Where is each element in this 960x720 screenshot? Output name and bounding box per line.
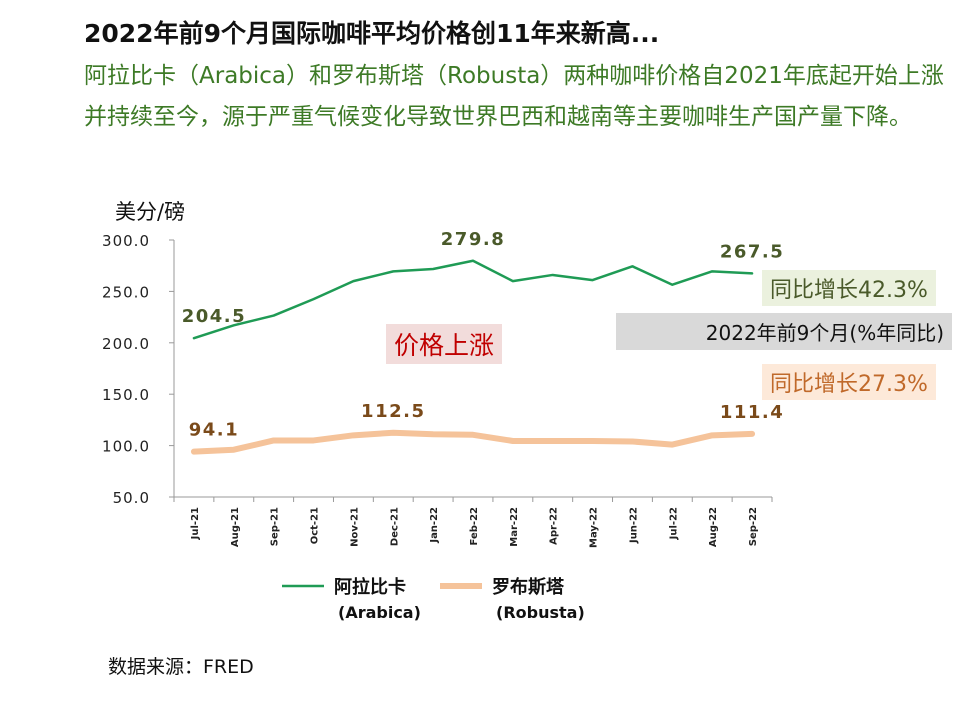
legend-label: (Arabica): [338, 603, 421, 622]
annotation-robusta-yoy: 同比增长27.3%: [762, 364, 936, 400]
x-tick-label: Jul-22: [668, 507, 679, 540]
x-tick-label: Jan-22: [429, 507, 440, 544]
x-tick-label: Oct-21: [310, 507, 321, 544]
x-tick-label: Aug-21: [230, 507, 241, 547]
data-label: 204.5: [182, 306, 246, 327]
x-tick-label: Sep-21: [270, 507, 281, 546]
data-label: 112.5: [361, 401, 425, 422]
series-line-1: [190, 429, 756, 455]
annotation-rise: 价格上涨: [386, 324, 503, 364]
x-tick-label: Nov-21: [349, 507, 360, 547]
x-tick-label: Sep-22: [748, 507, 759, 546]
y-tick-label: 300.0: [102, 232, 150, 250]
y-tick-label: 200.0: [102, 335, 150, 353]
y-tick-label: 100.0: [102, 438, 150, 456]
x-tick-label: May-22: [589, 507, 600, 548]
legend-label: 罗布斯塔: [492, 576, 565, 598]
data-label: 94.1: [189, 420, 239, 441]
x-tick-label: Feb-22: [469, 507, 480, 545]
x-tick-label: Dec-21: [389, 507, 400, 546]
legend-label: 阿拉比卡: [334, 576, 406, 598]
legend-label: (Robusta): [496, 603, 585, 622]
x-tick-label: Apr-22: [549, 507, 560, 545]
y-tick-label: 150.0: [102, 386, 150, 404]
y-tick-label: 50.0: [113, 489, 150, 507]
data-label: 111.4: [720, 402, 784, 423]
y-axis-label: 美分/磅: [115, 200, 186, 224]
x-tick-label: Jul-21: [190, 507, 201, 540]
source-note: 数据来源：FRED: [108, 656, 254, 678]
data-label: 267.5: [720, 241, 784, 262]
annotation-arabica-yoy: 同比增长42.3%: [762, 270, 936, 306]
page-title: 2022年前9个月国际咖啡平均价格创11年来新高...: [84, 19, 660, 48]
x-tick-label: Jun-22: [628, 507, 639, 544]
data-label: 279.8: [441, 229, 505, 250]
y-tick-label: 250.0: [102, 283, 150, 301]
annotation-period: 2022年前9个月(%年同比): [616, 313, 952, 350]
x-tick-label: Aug-22: [708, 507, 719, 547]
x-tick-label: Mar-22: [509, 507, 520, 547]
subtitle: 阿拉比卡（Arabica）和罗布斯塔（Robusta）两种咖啡价格自2021年底…: [84, 63, 944, 130]
